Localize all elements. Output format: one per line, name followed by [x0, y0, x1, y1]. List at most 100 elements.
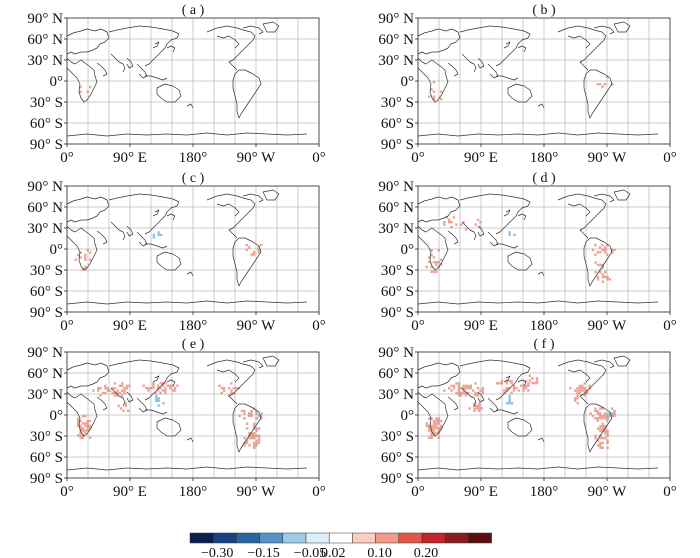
lon-tick-label: 90° W: [237, 318, 276, 334]
lon-tick-label: 90° E: [113, 484, 147, 500]
lat-tick-label: 60° N: [378, 366, 414, 382]
colorbar-tick-label: −0.05: [294, 546, 326, 558]
colorbar-tick-label: 0.02: [321, 546, 346, 558]
lon-tick-label: 180°: [179, 150, 208, 166]
lon-tick-label: 0°: [60, 484, 74, 500]
lat-tick-label: 30° S: [381, 95, 414, 111]
lat-tick-label: 30° S: [30, 429, 63, 445]
lat-tick-label: 90° S: [381, 471, 414, 487]
map-panel: ( a )90° N60° N30° N0°30° S60° S90° S0° 9…: [27, 3, 325, 166]
lon-tick-label: 90° W: [237, 150, 276, 166]
colorbar-swatch: [328, 532, 353, 544]
lat-tick-label: 0°: [401, 74, 415, 90]
colorbar: −0.30 −0.15 −0.050.02 0.10 0.20: [189, 532, 492, 558]
panel-label: ( b ): [532, 3, 556, 18]
lat-tick-label: 30° N: [27, 387, 63, 403]
lat-tick-label: 90° N: [378, 179, 414, 195]
colorbar-swatch: [212, 532, 237, 544]
lon-tick-label: 0°: [312, 318, 326, 334]
lat-tick-label: 30° S: [30, 263, 63, 279]
colorbar-swatch: [236, 532, 260, 544]
lat-tick-label: 0°: [401, 242, 415, 258]
gridlines: [418, 352, 670, 478]
lon-tick-label: 0°: [411, 318, 425, 334]
lat-tick-label: 0°: [50, 74, 64, 90]
lat-tick-label: 30° S: [381, 263, 414, 279]
lat-tick-label: 60° S: [30, 450, 63, 466]
map-panel: ( d )90° N60° N30° N0°30° S60° S90° S0° 9…: [378, 171, 676, 334]
lat-tick-label: 30° N: [378, 53, 414, 69]
lat-tick-label: 90° S: [30, 305, 63, 321]
lat-tick-label: 30° N: [27, 221, 63, 237]
lat-tick-label: 0°: [401, 408, 415, 424]
lon-tick-label: 90° E: [464, 150, 498, 166]
lat-tick-label: 90° N: [378, 345, 414, 361]
panel-label: ( d ): [532, 171, 556, 186]
lon-tick-label: 0°: [411, 150, 425, 166]
panel-label: ( c ): [182, 171, 205, 186]
lat-tick-label: 60° N: [378, 200, 414, 216]
lat-tick-label: 90° N: [378, 11, 414, 27]
lon-tick-label: 0°: [60, 318, 74, 334]
lon-tick-label: 180°: [530, 318, 559, 334]
lon-tick-label: 180°: [179, 484, 208, 500]
lat-tick-label: 30° S: [30, 95, 63, 111]
lon-tick-label: 0°: [312, 150, 326, 166]
map-panel: ( e )90° N60° N30° N0°30° S60° S90° S0° 9…: [27, 337, 325, 500]
lon-tick-label: 90° E: [464, 484, 498, 500]
lon-tick-label: 90° W: [588, 484, 627, 500]
panel-label: ( e ): [182, 337, 205, 352]
lat-tick-label: 60° N: [378, 32, 414, 48]
lat-tick-label: 90° S: [30, 137, 63, 153]
lon-tick-label: 0°: [411, 484, 425, 500]
lon-tick-label: 90° W: [588, 318, 627, 334]
gridlines: [67, 186, 319, 312]
lat-tick-label: 90° S: [30, 471, 63, 487]
lat-tick-label: 60° S: [30, 116, 63, 132]
panel-label: ( a ): [182, 3, 205, 18]
lon-tick-label: 0°: [663, 150, 677, 166]
lon-tick-label: 90° E: [113, 318, 147, 334]
lat-tick-label: 0°: [50, 242, 64, 258]
gridlines: [418, 18, 670, 144]
colorbar-swatch: [468, 532, 492, 544]
lon-tick-label: 0°: [312, 484, 326, 500]
lat-tick-label: 30° N: [378, 387, 414, 403]
lon-tick-label: 0°: [663, 318, 677, 334]
lat-tick-label: 90° S: [381, 305, 414, 321]
panel-label: ( f ): [534, 337, 555, 352]
map-panel: ( c )90° N60° N30° N0°30° S60° S90° S0° 9…: [27, 171, 325, 334]
gridlines: [67, 18, 319, 144]
lat-tick-label: 30° N: [378, 221, 414, 237]
lat-tick-label: 60° S: [381, 284, 414, 300]
lon-tick-label: 180°: [530, 484, 559, 500]
colorbar-swatch: [352, 532, 376, 544]
lon-tick-label: 90° E: [113, 150, 147, 166]
lat-tick-label: 30° N: [27, 53, 63, 69]
colorbar-swatch: [305, 532, 330, 544]
colorbar-tick-label: 0.10: [367, 546, 392, 558]
lat-tick-label: 90° N: [27, 345, 63, 361]
lat-tick-label: 0°: [50, 408, 64, 424]
lat-tick-label: 60° N: [27, 200, 63, 216]
lat-tick-label: 90° N: [27, 11, 63, 27]
lat-tick-label: 60° N: [27, 32, 63, 48]
lon-tick-label: 90° W: [237, 484, 276, 500]
colorbar-swatch: [189, 532, 214, 544]
lon-tick-label: 0°: [60, 150, 74, 166]
colorbar-swatch: [259, 532, 284, 544]
colorbar-tick-label: 0.20: [414, 546, 439, 558]
lat-tick-label: 30° S: [381, 429, 414, 445]
map-panel: ( b )90° N60° N30° N0°30° S60° S90° S0° 9…: [378, 3, 676, 166]
lat-tick-label: 90° S: [381, 137, 414, 153]
gridlines: [67, 352, 319, 478]
gridlines: [418, 186, 670, 312]
lat-tick-label: 60° S: [30, 284, 63, 300]
colorbar-tick-label: −0.15: [247, 546, 279, 558]
lat-tick-label: 90° N: [27, 179, 63, 195]
colorbar-swatch: [444, 532, 469, 544]
lon-tick-label: 90° W: [588, 150, 627, 166]
lat-tick-label: 60° S: [381, 450, 414, 466]
colorbar-swatch: [421, 532, 446, 544]
